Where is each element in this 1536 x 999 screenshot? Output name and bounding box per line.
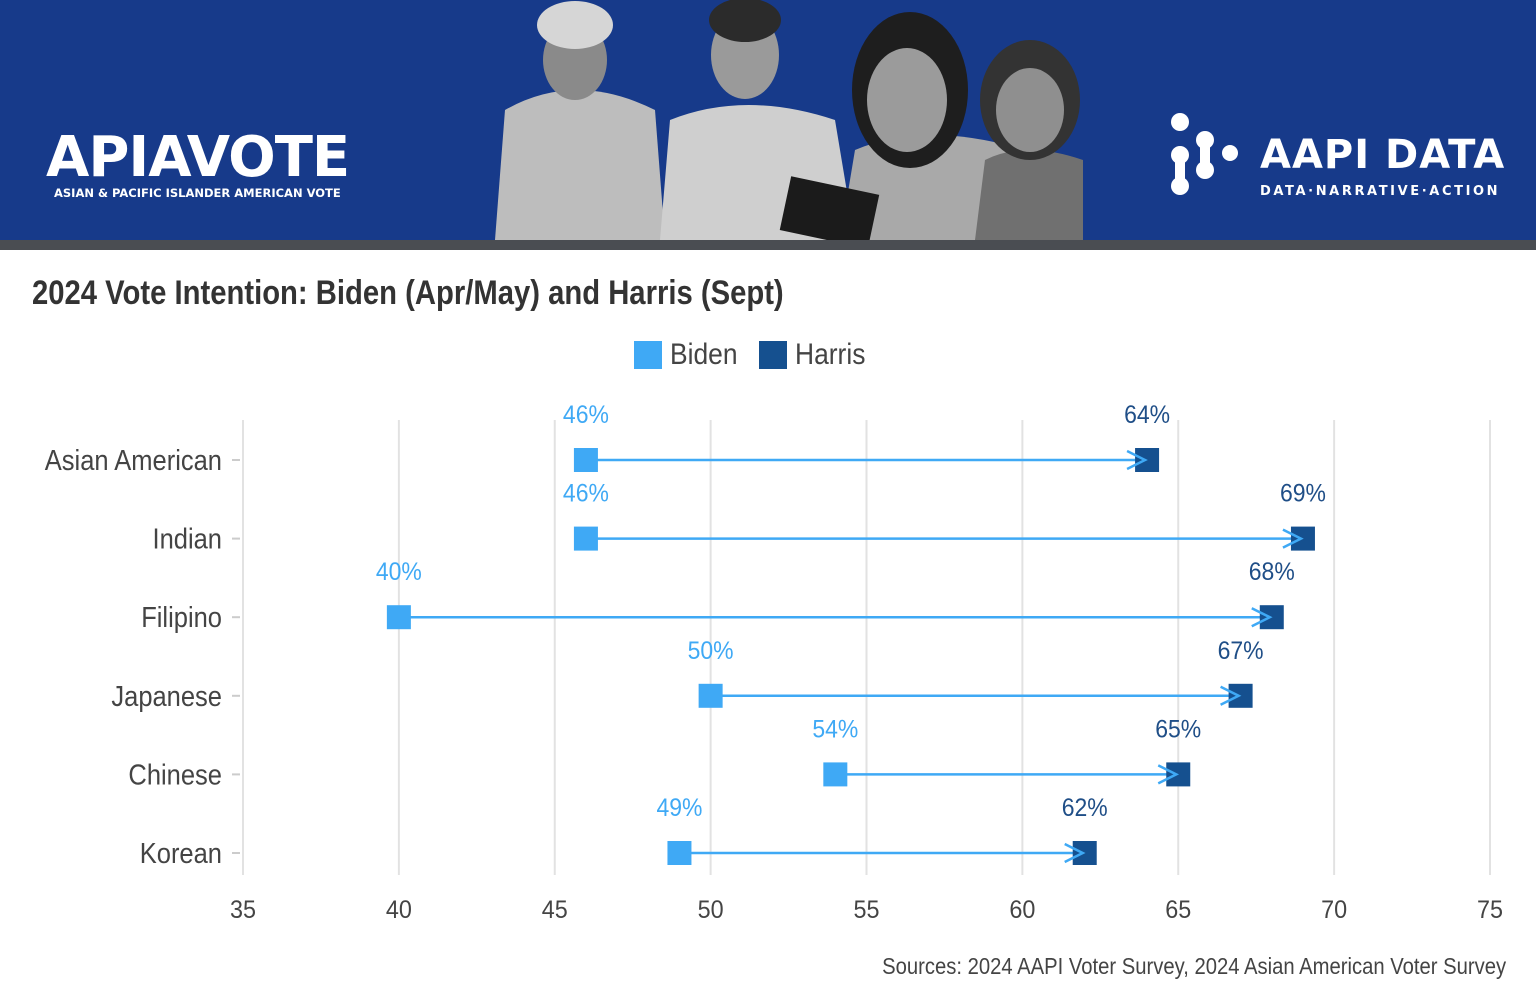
legend-label-biden: Biden (670, 338, 738, 371)
biden-data-label: 40% (376, 558, 422, 586)
biden-marker (573, 526, 598, 551)
arrowhead-icon (1126, 449, 1148, 471)
biden-marker (667, 841, 692, 865)
people-photo (455, 0, 1083, 240)
biden-marker (573, 448, 598, 472)
legend-label-harris: Harris (794, 338, 866, 371)
legend-swatch-harris (758, 341, 787, 369)
biden-data-label: 46% (563, 401, 609, 429)
harris-data-label: 67% (1218, 637, 1264, 665)
biden-marker (823, 762, 848, 787)
arrowhead-icon (1251, 607, 1273, 628)
legend-swatch-biden (634, 341, 662, 369)
harris-data-label: 62% (1062, 794, 1108, 822)
harris-data-label: 64% (1124, 401, 1170, 429)
arrowhead-icon (1220, 685, 1242, 706)
aapi-data-mark-icon (1171, 113, 1238, 195)
y-category-label: Japanese (111, 679, 222, 712)
chart-title: 2024 Vote Intention: Biden (Apr/May) and… (32, 274, 784, 312)
x-tick-label: 60 (1009, 896, 1035, 924)
x-tick-label: 45 (542, 896, 568, 924)
apiavote-logo: APIAVOTE ASIAN & PACIFIC ISLANDER AMERIC… (46, 125, 350, 201)
source-note: Sources: 2024 AAPI Voter Survey, 2024 As… (881, 953, 1506, 979)
arrowhead-icon (1157, 764, 1180, 785)
x-tick-label: 50 (698, 896, 724, 924)
y-category-label: Asian American (45, 443, 222, 476)
arrowhead-icon (1064, 842, 1086, 864)
harris-data-label: 69% (1280, 480, 1326, 508)
biden-data-label: 49% (656, 794, 702, 822)
x-tick-label: 65 (1165, 896, 1191, 924)
x-tick-label: 40 (386, 896, 412, 924)
x-tick-label: 70 (1321, 896, 1347, 924)
biden-marker (386, 605, 411, 630)
legend: Biden Harris (634, 338, 887, 372)
y-category-label: Indian (153, 522, 222, 555)
x-tick-label: 55 (854, 896, 880, 924)
arrowhead-icon (1282, 528, 1304, 549)
y-category-label: Filipino (141, 601, 222, 634)
y-category-label: Chinese (128, 758, 222, 791)
y-category-label: Korean (140, 836, 222, 869)
x-tick-label: 75 (1477, 896, 1503, 924)
biden-data-label: 50% (688, 637, 734, 665)
harris-data-label: 65% (1155, 715, 1201, 743)
harris-data-label: 68% (1249, 558, 1295, 586)
biden-marker (698, 683, 723, 708)
banner-divider (0, 240, 1536, 250)
x-tick-label: 35 (230, 896, 256, 924)
header-banner: APIAVOTE ASIAN & PACIFIC ISLANDER AMERIC… (0, 0, 1536, 240)
biden-data-label: 54% (812, 715, 858, 743)
biden-data-label: 46% (563, 480, 609, 508)
